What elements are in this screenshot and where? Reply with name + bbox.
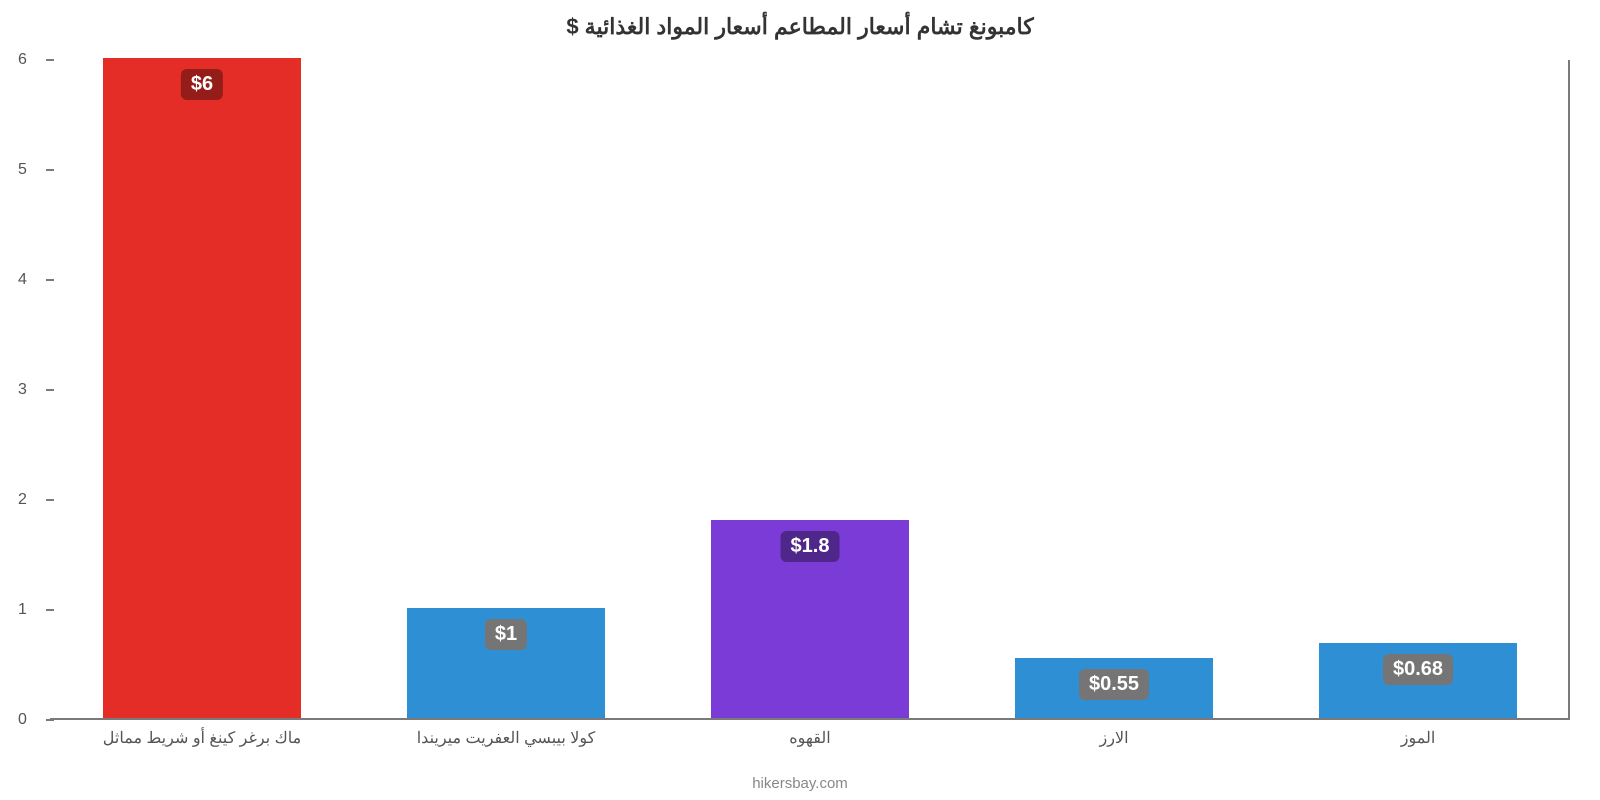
y-tick (46, 389, 54, 391)
bar-value-badge: $1.8 (781, 531, 840, 562)
bar: $0.68 (1319, 643, 1517, 718)
y-axis-label: 3 (18, 381, 27, 399)
chart-title: كامبونغ تشام أسعار المطاعم أسعار المواد … (0, 0, 1600, 40)
bar-value-badge: $6 (181, 69, 223, 100)
credit-label: hikersbay.com (752, 775, 848, 792)
bar: $1 (407, 608, 605, 718)
y-axis-label: 6 (18, 51, 27, 69)
bar: $6 (103, 58, 301, 718)
y-tick (46, 609, 54, 611)
y-tick (46, 499, 54, 501)
bar-value-badge: $1 (485, 619, 527, 650)
bar: $0.55 (1015, 658, 1213, 719)
y-axis-label: 5 (18, 161, 27, 179)
bar-value-badge: $0.68 (1383, 654, 1453, 685)
x-axis-label: ماك برغر كينغ أو شريط مماثل (103, 728, 301, 748)
y-tick (46, 719, 54, 721)
y-axis-label: 2 (18, 491, 27, 509)
y-axis-label: 4 (18, 271, 27, 289)
y-tick (46, 59, 54, 61)
y-axis-label: 0 (18, 711, 27, 729)
bar: $1.8 (711, 520, 909, 718)
y-axis-label: 1 (18, 601, 27, 619)
y-tick (46, 169, 54, 171)
x-axis-label: الارز (1099, 728, 1128, 748)
x-axis-label: الموز (1401, 728, 1436, 748)
y-tick (46, 279, 54, 281)
bar-value-badge: $0.55 (1079, 669, 1149, 700)
x-axis-label: كولا بيبسي العفريت ميريندا (417, 728, 596, 748)
plot-area: 0123456$6ماك برغر كينغ أو شريط مماثل$1كو… (50, 60, 1570, 720)
x-axis-label: القهوه (789, 728, 830, 748)
